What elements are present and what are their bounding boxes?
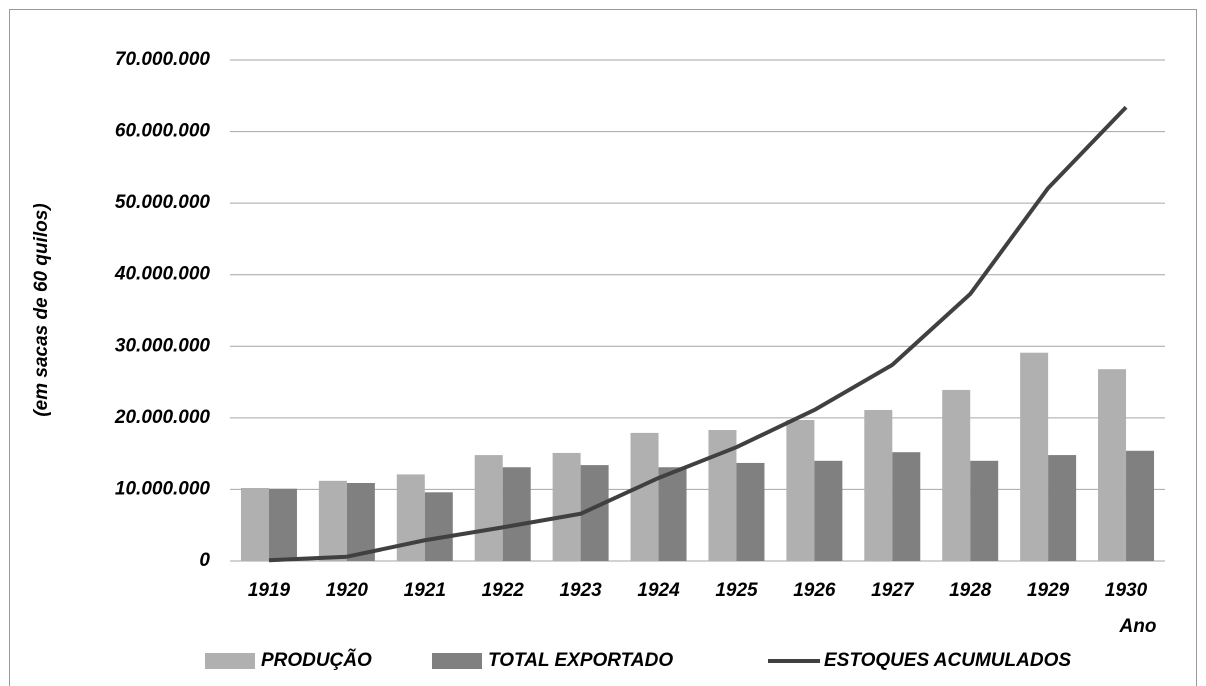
bar	[424, 492, 453, 561]
bar	[942, 389, 971, 561]
y-tick-label: 0	[199, 550, 210, 571]
x-tick-label: 1920	[326, 580, 369, 601]
legend-swatch	[205, 653, 255, 669]
bar	[814, 460, 843, 561]
x-tick-label: 1927	[871, 580, 915, 601]
bar	[240, 487, 269, 561]
bar	[736, 462, 765, 561]
x-tick-label: 1922	[482, 580, 525, 601]
bar	[658, 467, 687, 561]
bar	[502, 467, 531, 561]
legend-label: PRODUÇÃO	[261, 649, 372, 671]
bar	[970, 460, 999, 561]
bar	[1126, 450, 1155, 561]
bar	[892, 452, 921, 561]
y-tick-label: 50.000.000	[115, 192, 211, 213]
x-tick-label: 1924	[637, 580, 680, 601]
x-tick-label: 1929	[1027, 580, 1070, 601]
x-tick-label: 1928	[949, 580, 992, 601]
x-axis-title: Ano	[1119, 616, 1157, 637]
y-axis-title: (em sacas de 60 quilos)	[31, 203, 52, 416]
x-tick-label: 1923	[559, 580, 602, 601]
line-series	[268, 105, 1128, 563]
y-tick-label: 30.000.000	[115, 335, 211, 356]
bar	[268, 488, 297, 561]
legend-swatch	[432, 653, 482, 669]
chart-border	[9, 9, 1197, 686]
bar	[474, 455, 503, 561]
bar	[346, 482, 375, 561]
y-tick-label: 20.000.000	[114, 407, 211, 428]
bar	[1020, 352, 1049, 561]
bar	[552, 452, 581, 561]
y-tick-label: 40.000.000	[114, 264, 211, 285]
y-tick-label: 70.000.000	[115, 49, 211, 70]
bar	[396, 474, 425, 561]
y-tick-label: 10.000.000	[115, 478, 211, 499]
bar	[630, 432, 659, 561]
y-tick-label: 60.000.000	[115, 121, 211, 142]
bar	[1098, 369, 1127, 561]
bar	[864, 409, 893, 561]
x-tick-label: 1919	[248, 580, 291, 601]
x-tick-label: 1925	[715, 580, 758, 601]
legend-label: ESTOQUES ACUMULADOS	[824, 650, 1071, 671]
legend-label: TOTAL EXPORTADO	[488, 650, 673, 671]
bar	[318, 480, 347, 561]
x-tick-label: 1930	[1105, 580, 1148, 601]
x-tick-label: 1921	[404, 580, 446, 601]
bar	[1048, 455, 1077, 561]
bar	[786, 420, 815, 561]
x-tick-label: 1926	[793, 580, 836, 601]
